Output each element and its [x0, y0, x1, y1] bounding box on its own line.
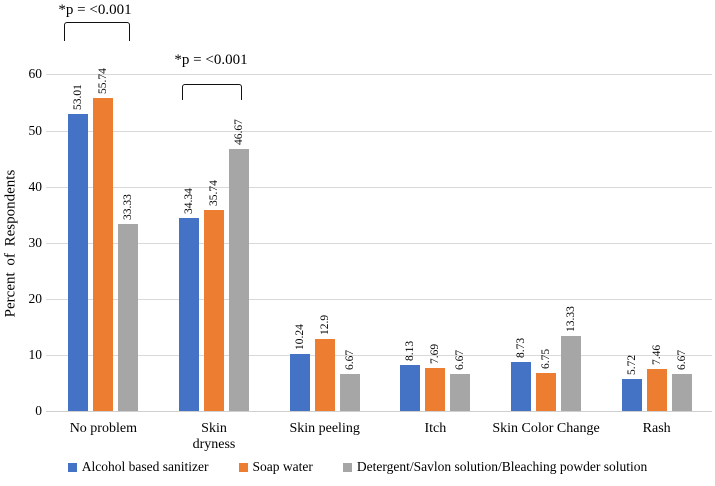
bar	[425, 367, 446, 411]
gridline	[46, 242, 712, 244]
y-tick-label: 30	[28, 234, 43, 250]
bar-value-label: 7.69	[429, 343, 442, 364]
y-tick-label: 10	[28, 346, 43, 362]
bar	[646, 369, 667, 411]
bar-value-label: 12.9	[318, 314, 331, 335]
gridline	[46, 298, 712, 300]
y-tick-label: 40	[28, 178, 43, 194]
bar-value-label: 10.24	[293, 323, 306, 350]
bar-value-label: 5.72	[625, 354, 638, 375]
bar-value-label: 6.75	[540, 349, 552, 370]
bar	[621, 378, 642, 411]
gridline	[46, 130, 712, 132]
bar	[179, 218, 199, 411]
bar	[118, 224, 139, 411]
legend-item: Alcohol based sanitizer	[67, 459, 209, 475]
legend-label: Alcohol based sanitizer	[81, 459, 209, 474]
category-label: Itch	[424, 421, 447, 436]
gridline	[46, 186, 712, 188]
gridline	[46, 354, 712, 356]
y-tick-label: 0	[35, 403, 42, 418]
legend-swatch	[67, 462, 77, 472]
bar	[536, 373, 556, 411]
bar-value-label: 55.74	[97, 68, 110, 95]
y-tick-label: 50	[28, 122, 43, 138]
significance-bracket	[64, 22, 130, 41]
bar-value-label: 13.33	[565, 306, 577, 333]
bar	[400, 365, 421, 411]
bar-value-label: 53.01	[72, 83, 85, 110]
y-tick-label: 60	[28, 66, 43, 82]
legend-swatch	[342, 462, 352, 472]
significance-bracket	[182, 84, 242, 100]
legend-item: Soap water	[238, 459, 313, 475]
bar	[289, 353, 310, 411]
legend-swatch	[238, 462, 248, 472]
p-value-annotation: *p = <0.001	[58, 2, 132, 18]
p-value-annotation: *p = <0.001	[174, 52, 248, 68]
bar	[314, 338, 335, 411]
bar-value-label: 7.46	[650, 345, 663, 366]
category-label: Skin peeling	[289, 421, 360, 436]
bar-value-label: 33.33	[122, 194, 135, 221]
category-label: Skin dryness	[192, 421, 236, 453]
bar-value-label: 6.67	[343, 349, 356, 370]
bar	[93, 98, 114, 411]
legend-label: Detergent/Savlon solution/Bleaching powd…	[356, 459, 648, 474]
category-label: Skin Color Change	[492, 421, 600, 436]
legend: Alcohol based sanitizer Soap water Deterge…	[0, 459, 715, 475]
bar-value-label: 6.67	[454, 349, 467, 370]
y-tick-label: 20	[28, 290, 43, 306]
bar	[229, 149, 249, 411]
bar-value-label: 35.74	[208, 180, 220, 207]
bar-value-label: 34.34	[183, 188, 195, 215]
bar	[204, 210, 224, 411]
bar	[671, 373, 692, 411]
bar-value-label: 8.73	[515, 337, 527, 359]
bar	[511, 362, 531, 411]
bar	[450, 373, 471, 411]
bar-value-label: 8.13	[404, 341, 417, 362]
bar	[339, 373, 360, 411]
bar	[561, 336, 581, 411]
legend-item: Detergent/Savlon solution/Bleaching powd…	[342, 459, 648, 475]
category-label: No problem	[69, 421, 137, 436]
x-axis-line	[46, 411, 712, 412]
category-label: Rash	[642, 421, 671, 436]
bar-value-label: 6.67	[675, 349, 688, 370]
bar	[68, 113, 89, 411]
legend-label: Soap water	[252, 459, 313, 474]
gridline	[46, 74, 712, 76]
